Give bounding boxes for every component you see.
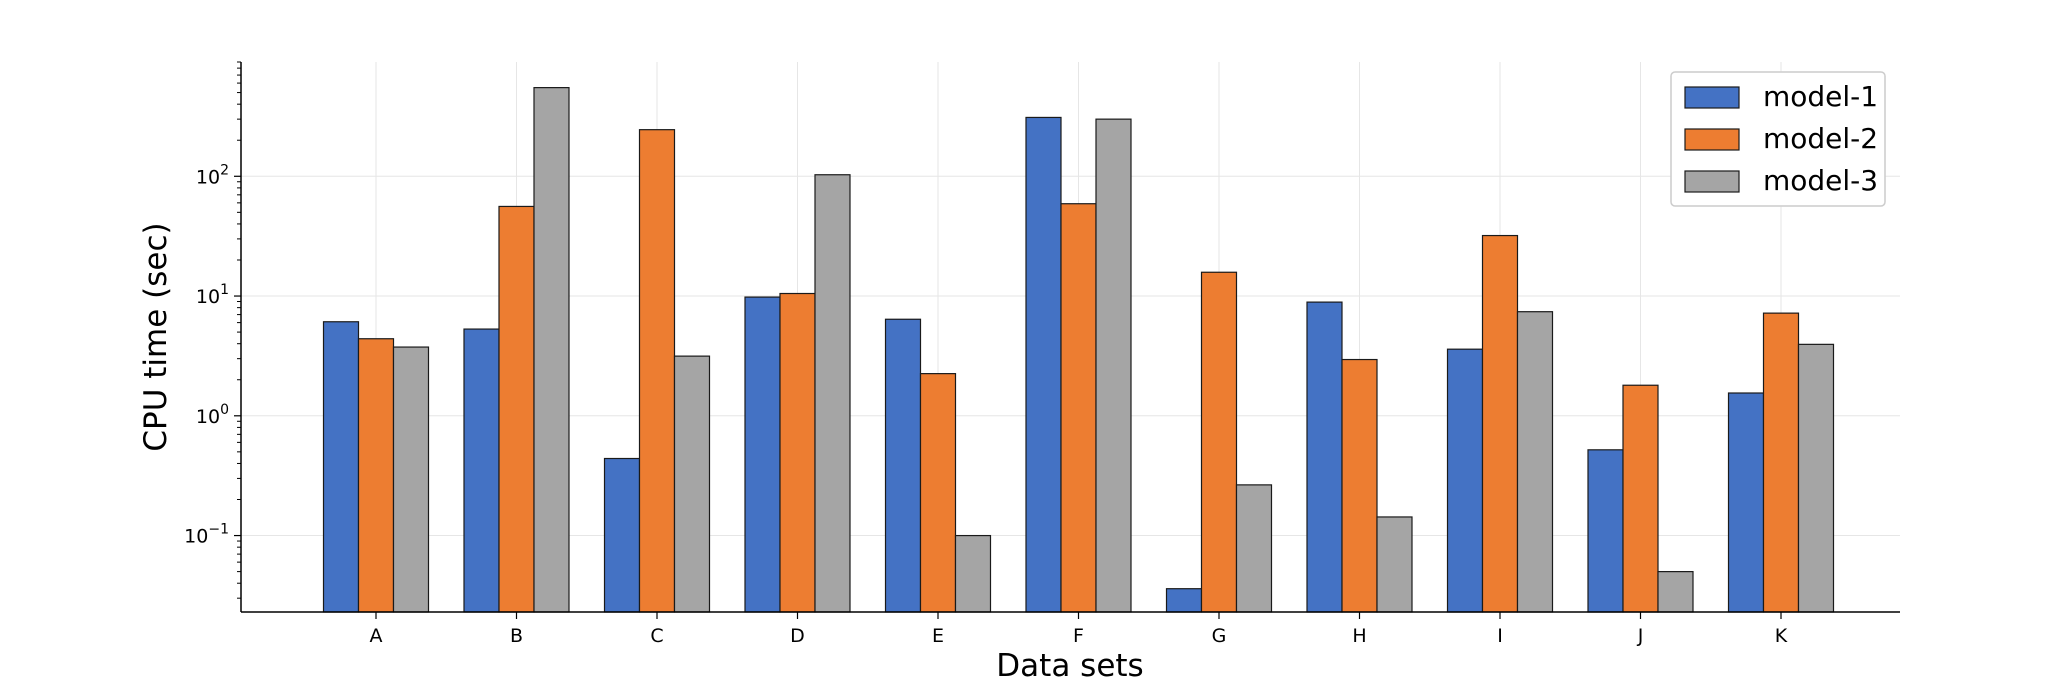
bar-model-3-J	[1657, 571, 1694, 613]
legend: model-1 model-2 model-3	[1670, 71, 1886, 207]
bar-model-3-K	[1797, 343, 1835, 613]
bar-model-2-K	[1762, 312, 1800, 613]
bar-model-1-H	[1306, 301, 1343, 613]
bar-model-1-J	[1587, 449, 1624, 613]
x-tick-label: A	[370, 625, 383, 647]
bar-model-2-G	[1200, 271, 1238, 613]
bar-model-2-J	[1622, 384, 1659, 613]
legend-label-model-3: model-3	[1763, 164, 1878, 197]
legend-label-model-2: model-2	[1763, 122, 1878, 155]
x-tick-label: C	[650, 625, 663, 647]
bar-model-3-D	[814, 174, 851, 613]
y-tick-label: 102	[196, 162, 229, 188]
y-tick-label: 100	[196, 402, 229, 428]
x-tick-label: D	[790, 625, 805, 647]
bar-model-1-C	[603, 457, 641, 613]
bar-model-3-C	[673, 355, 711, 613]
bar-model-1-B	[463, 328, 500, 613]
bar-model-1-E	[884, 318, 922, 613]
bar-model-2-D	[779, 292, 816, 613]
bar-model-2-C	[638, 129, 676, 613]
bar-model-2-B	[498, 205, 535, 613]
y-ticks: 10−1 100 101 102	[184, 61, 241, 599]
x-tick-label: G	[1212, 625, 1227, 647]
x-tick-label: J	[1637, 625, 1644, 647]
bar-model-1-A	[322, 321, 360, 613]
bar-model-1-F	[1025, 116, 1062, 613]
bar-model-2-I	[1481, 234, 1519, 613]
bar-model-3-H	[1376, 516, 1413, 613]
bar-model-3-G	[1235, 484, 1273, 613]
bar-model-3-I	[1516, 311, 1554, 613]
x-axis-title: Data sets	[996, 648, 1143, 682]
y-axis-title: CPU time (sec)	[138, 222, 174, 451]
bar-model-1-I	[1446, 348, 1484, 613]
bar-model-3-B	[533, 87, 570, 613]
bar-model-1-D	[744, 296, 781, 613]
bar-model-1-G	[1165, 588, 1203, 613]
legend-label-model-1: model-1	[1763, 80, 1878, 113]
bar-model-2-H	[1341, 358, 1378, 613]
x-tick-label: B	[510, 625, 523, 647]
x-ticks: A B C D E F G H I J K	[370, 612, 1788, 647]
x-tick-label: F	[1073, 625, 1084, 647]
bar-model-3-A	[392, 346, 430, 613]
y-tick-label: 10−1	[184, 522, 229, 548]
legend-swatch-model-2	[1684, 128, 1740, 151]
axes	[240, 62, 1900, 613]
bar-model-2-E	[919, 373, 957, 613]
bar-model-1-K	[1727, 392, 1765, 613]
x-tick-label: K	[1775, 625, 1788, 647]
bar-model-2-A	[357, 338, 395, 613]
y-tick-label: 101	[196, 282, 229, 308]
bar-model-2-F	[1060, 203, 1097, 613]
bars	[322, 87, 1835, 613]
legend-swatch-model-1	[1684, 86, 1740, 109]
x-tick-label: E	[932, 625, 944, 647]
x-tick-label: I	[1497, 625, 1503, 647]
x-tick-label: H	[1352, 625, 1366, 647]
bar-model-3-F	[1095, 118, 1132, 613]
legend-swatch-model-3	[1684, 170, 1740, 193]
bar-model-3-E	[954, 534, 992, 613]
